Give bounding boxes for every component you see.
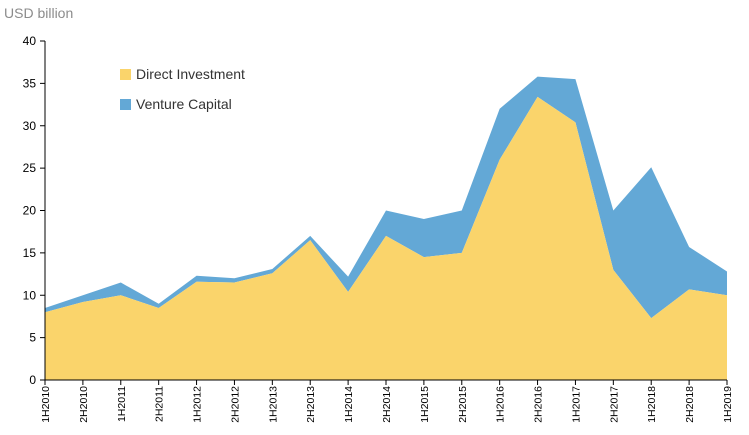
series-area-direct-investment <box>45 96 727 380</box>
y-tick-label: 40 <box>23 34 37 48</box>
x-tick-label: 2H2016 <box>533 386 545 423</box>
y-tick-label: 20 <box>23 204 37 218</box>
y-tick-label: 25 <box>23 161 37 175</box>
y-axis-unit-label: USD billion <box>4 5 74 21</box>
x-tick-label: 2H2017 <box>608 386 620 423</box>
x-tick-label: 1H2019 <box>722 386 734 423</box>
x-tick-label: 1H2011 <box>116 386 128 422</box>
y-tick-label: 0 <box>29 373 36 387</box>
y-tick-label: 10 <box>23 288 37 302</box>
legend-label-direct-investment: Direct Investment <box>136 66 245 82</box>
x-tick-label: 1H2015 <box>419 386 431 423</box>
x-tick-label: 2H2013 <box>305 386 317 423</box>
x-tick-label: 1H2017 <box>570 386 582 423</box>
y-tick-label: 15 <box>23 246 37 260</box>
x-tick-label: 1H2013 <box>267 386 279 423</box>
x-tick-label: 2H2015 <box>457 386 469 423</box>
x-tick-label: 1H2010 <box>40 386 52 423</box>
legend-label-venture-capital: Venture Capital <box>136 96 232 112</box>
x-tick-label: 2H2014 <box>381 386 393 423</box>
x-tick-label: 1H2016 <box>495 386 507 423</box>
x-tick-label: 1H2014 <box>343 386 355 423</box>
x-tick-label: 1H2018 <box>646 386 658 423</box>
y-tick-label: 5 <box>29 331 36 345</box>
series-area-venture-capital <box>45 76 727 319</box>
legend-swatch-venture-capital <box>120 99 131 110</box>
x-tick-label: 2H2010 <box>78 386 90 423</box>
x-tick-label: 2H2011 <box>154 386 166 422</box>
x-tick-label: 2H2018 <box>684 386 696 423</box>
x-tick-label: 1H2012 <box>192 386 204 423</box>
y-tick-label: 35 <box>23 76 37 90</box>
y-tick-label: 30 <box>23 119 37 133</box>
legend-swatch-direct-investment <box>120 69 131 80</box>
x-tick-label: 2H2012 <box>229 386 241 423</box>
